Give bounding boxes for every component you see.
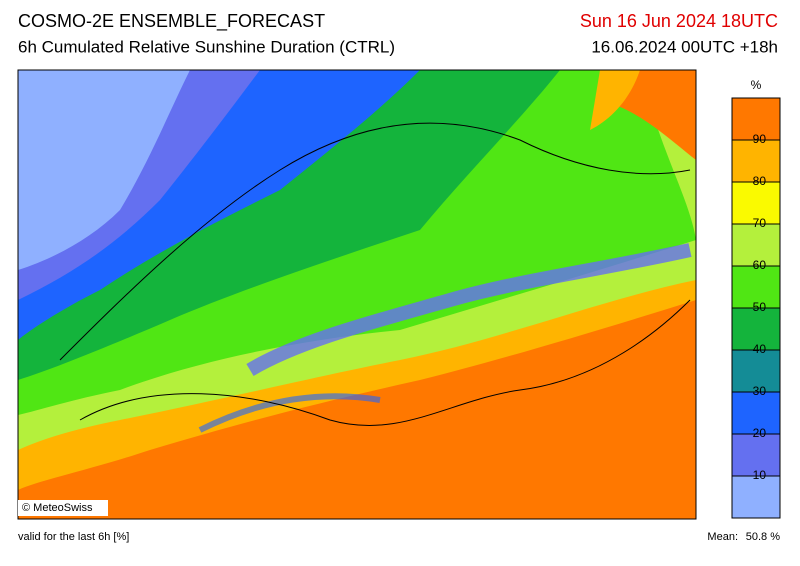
- mean-value: 50.8 %: [746, 531, 780, 543]
- colorbar-segment: [732, 434, 780, 476]
- map: [18, 70, 696, 519]
- run-time: 16.06.2024 00UTC +18h: [591, 37, 778, 56]
- colorbar: 10 20 30 40 50 60 70 80 90: [731, 97, 781, 519]
- map-frame: [17, 69, 697, 520]
- colorbar-label: 50: [753, 300, 767, 314]
- colorbar-segment: [732, 476, 780, 518]
- colorbar-label: 20: [753, 426, 767, 440]
- colorbar-segment: [732, 266, 780, 308]
- colorbar-segment: [732, 224, 780, 266]
- colorbar-label: 30: [753, 384, 767, 398]
- valid-time: Sun 16 Jun 2024 18UTC: [580, 11, 778, 31]
- colorbar-label: 40: [753, 342, 767, 356]
- colorbar-segment: [732, 182, 780, 224]
- title: COSMO-2E ENSEMBLE_FORECAST: [18, 11, 325, 32]
- mean-label: Mean:: [707, 531, 738, 543]
- colorbar-segment: [732, 308, 780, 350]
- colorbar-label: 90: [753, 132, 767, 146]
- colorbar-label: 70: [753, 216, 767, 230]
- copyright: © MeteoSwiss: [22, 502, 93, 514]
- subtitle: 6h Cumulated Relative Sunshine Duration …: [18, 37, 395, 56]
- colorbar-label: 10: [753, 468, 767, 482]
- colorbar-unit: %: [751, 78, 762, 92]
- colorbar-segment: [732, 140, 780, 182]
- colorbar-label: 80: [753, 174, 767, 188]
- copyright-box: [18, 500, 108, 516]
- footer-note: valid for the last 6h [%]: [18, 531, 129, 543]
- colorbar-label: 60: [753, 258, 767, 272]
- colorbar-segment: [732, 392, 780, 434]
- colorbar-segment: [732, 350, 780, 392]
- colorbar-segment: [732, 98, 780, 140]
